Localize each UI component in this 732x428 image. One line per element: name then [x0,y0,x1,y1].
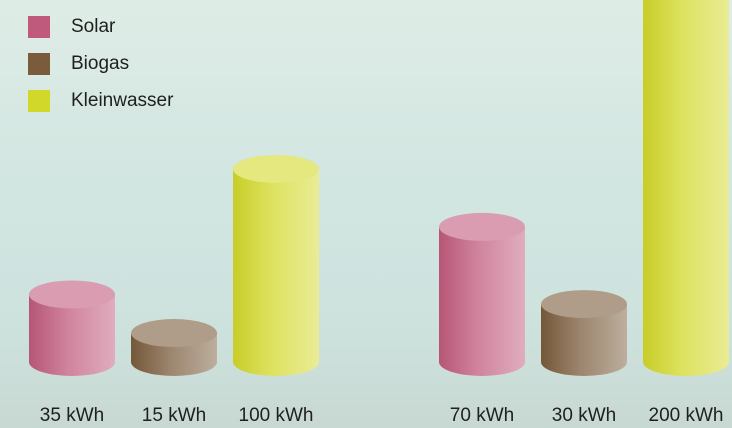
legend-item-solar: Solar [28,8,173,45]
bar-body-g2-kleinwasser [643,0,729,376]
bar-body-g2-solar [439,226,525,376]
value-label-g2-biogas: 30 kWh [552,405,616,426]
bar-body-g2-biogas [541,304,627,376]
bar-cap-g2-solar [439,212,525,241]
bar-body-g1-solar [29,294,115,376]
value-label-g1-solar: 35 kWh [40,405,104,426]
legend-swatch-kleinwasser [28,89,50,112]
legend-item-biogas: Biogas [28,45,173,82]
bar-body-g1-kleinwasser [233,169,319,376]
value-label-g2-kleinwasser: 200 kWh [649,405,724,426]
legend-item-kleinwasser: Kleinwasser [28,82,173,119]
bar-cap-g2-biogas [541,290,627,319]
legend-swatch-solar [28,15,50,38]
legend: Solar Biogas Kleinwasser [28,8,173,119]
value-label-g1-biogas: 15 kWh [142,405,206,426]
bar-cap-g1-kleinwasser [233,155,319,183]
bar-cap-g1-solar [29,280,115,309]
value-label-g2-solar: 70 kWh [450,405,514,426]
legend-swatch-biogas [28,52,50,75]
bar-cap-g1-biogas [131,319,217,348]
legend-label-kleinwasser: Kleinwasser [71,89,174,111]
legend-label-solar: Solar [71,15,116,37]
legend-label-biogas: Biogas [71,52,130,74]
value-label-g1-kleinwasser: 100 kWh [239,405,314,426]
